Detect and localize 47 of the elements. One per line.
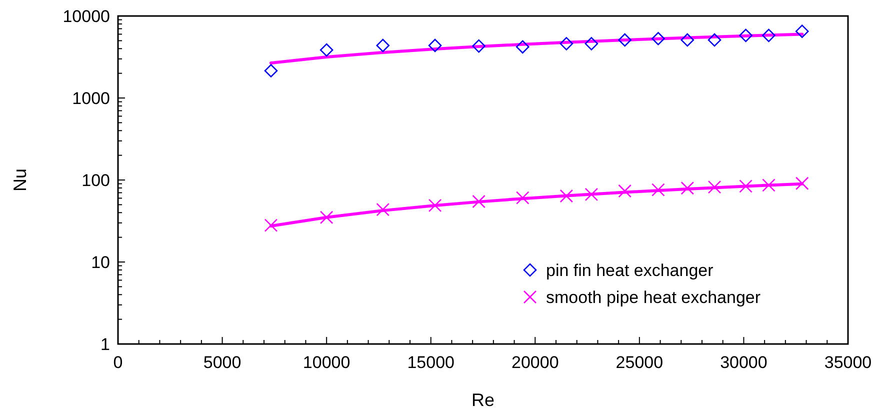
point <box>762 178 776 192</box>
point <box>320 210 334 224</box>
point <box>795 176 809 190</box>
point <box>516 191 530 204</box>
point <box>560 189 574 203</box>
point <box>762 28 776 42</box>
y-axis-title: Nu <box>10 168 30 192</box>
y-tick-label: 1 <box>100 335 110 354</box>
point <box>320 43 334 57</box>
point <box>652 32 665 46</box>
point <box>472 194 486 208</box>
point <box>680 33 694 47</box>
x-tick-label: 5000 <box>203 353 242 372</box>
point <box>584 188 598 202</box>
point <box>708 180 722 194</box>
x-tick-label: 20000 <box>512 353 559 372</box>
point <box>472 39 486 53</box>
point <box>795 24 809 38</box>
x-tick-label: 10000 <box>302 353 350 372</box>
point <box>618 33 632 47</box>
x-tick-label: 25000 <box>616 353 664 372</box>
y-tick-label: 1000 <box>72 89 110 108</box>
point <box>264 64 278 78</box>
x-tick-label: 30000 <box>720 353 768 372</box>
x-tick-label: 0 <box>113 353 123 372</box>
point <box>618 184 632 198</box>
point <box>739 28 752 42</box>
legend-label: smooth pipe heat exchanger <box>546 288 761 307</box>
x-tick-label: 15000 <box>407 353 454 372</box>
point <box>560 37 574 50</box>
point <box>739 180 752 193</box>
x-tick-label: 35000 <box>824 353 872 372</box>
point <box>428 38 442 52</box>
x-axis-title: Re <box>471 390 495 410</box>
legend-label: pin fin heat exchanger <box>546 261 714 280</box>
y-tick-label: 100 <box>82 171 110 190</box>
point <box>652 183 665 196</box>
point <box>584 37 598 50</box>
point <box>428 198 442 212</box>
point <box>516 40 530 54</box>
point <box>708 33 722 47</box>
y-tick-label: 10 <box>91 253 110 272</box>
point <box>376 202 390 216</box>
y-tick-label: 10000 <box>62 7 110 26</box>
point <box>376 38 390 52</box>
point <box>264 218 278 232</box>
point <box>680 181 694 195</box>
